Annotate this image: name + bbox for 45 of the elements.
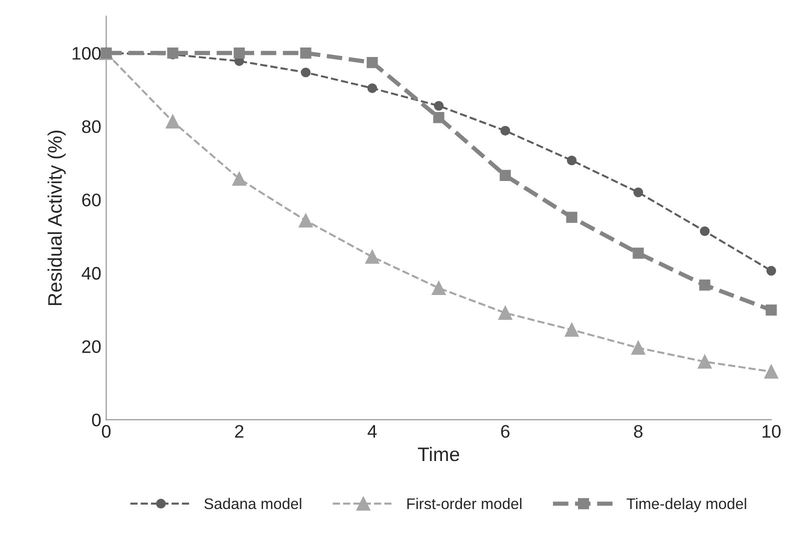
point: [433, 112, 444, 124]
y-tick-label: 0: [92, 414, 101, 426]
point: [566, 212, 578, 223]
point: [167, 47, 178, 59]
point: [632, 248, 644, 259]
point: [566, 156, 577, 166]
point: [232, 172, 246, 186]
point: [631, 340, 646, 355]
x-tick-label: 8: [634, 424, 642, 438]
x-tick-label: 10: [762, 424, 781, 438]
point: [766, 304, 777, 316]
point: [432, 281, 446, 295]
legend-label: Time-delay model: [626, 498, 746, 512]
point: [300, 47, 312, 59]
point: [764, 364, 778, 379]
y-axis-title: Residual Activity (%): [48, 130, 66, 306]
point: [166, 114, 180, 129]
y-tick-label: 100: [72, 46, 101, 60]
point: [366, 56, 378, 68]
y-tick-label: 20: [82, 340, 101, 354]
point: [633, 187, 644, 198]
x-tick-label: 4: [368, 425, 377, 438]
x-tick-label: 0: [102, 424, 111, 438]
point: [434, 100, 444, 111]
point: [234, 47, 245, 59]
y-tick-label: 40: [82, 266, 101, 280]
x-axis-title: Time: [418, 446, 460, 462]
point: [298, 214, 313, 228]
point: [766, 266, 776, 276]
legend-label: Sadana model: [204, 498, 302, 510]
point: [365, 250, 380, 264]
point: [700, 226, 710, 236]
y-tick-label: 60: [82, 194, 101, 206]
y-tick-label: 80: [82, 120, 101, 134]
point: [500, 170, 511, 182]
point: [500, 126, 510, 136]
point: [564, 322, 579, 337]
point: [300, 68, 311, 78]
legend-label: First-order model: [407, 498, 522, 510]
point: [498, 306, 512, 320]
x-tick-label: 6: [501, 424, 510, 438]
point: [698, 354, 712, 369]
x-tick-label: 2: [235, 424, 244, 438]
point: [367, 83, 378, 94]
point: [699, 280, 710, 291]
